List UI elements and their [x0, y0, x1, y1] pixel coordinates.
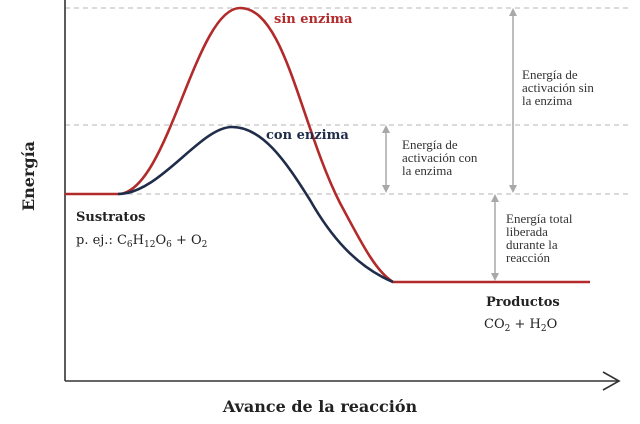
reactants-sub-12: 12: [144, 240, 155, 250]
annotation-total-line-4: reacción: [506, 250, 551, 265]
reactants-sub-6b: 6: [166, 240, 172, 250]
products-sub-2a: 2: [505, 324, 511, 334]
reactants-sub-2: 2: [202, 240, 208, 250]
reactants-o: O: [155, 233, 166, 248]
label-without-enzyme: sin enzima: [274, 12, 353, 27]
products-sub-2b: 2: [541, 324, 547, 334]
x-axis-arrowhead: [602, 371, 621, 391]
annotation-activation-without-line-1: Energía de: [522, 67, 578, 82]
annotation-activation-without-line-3: la enzima: [522, 93, 572, 108]
annotation-total-line-1: Energía total: [506, 211, 573, 226]
products-plus-h: + H: [510, 317, 541, 332]
annotation-activation-without-enzyme: Energía de activación sin la enzima: [522, 67, 597, 108]
x-axis-label: Avance de la reacción: [222, 397, 418, 416]
reactants-plus-o: + O: [172, 233, 202, 248]
annotation-activation-with-line-2: activación con: [402, 150, 478, 165]
products-formula: CO2 + H2O: [484, 317, 557, 334]
annotation-total-line-2: liberada: [506, 224, 548, 239]
reactants-sub-6a: 6: [127, 240, 133, 250]
annotation-activation-with-line-3: la enzima: [402, 163, 452, 178]
annotation-activation-with-enzyme: Energía de activación con la enzima: [402, 137, 481, 178]
reactants-formula-prefix: p. ej.: C: [76, 233, 127, 248]
products-co: CO: [484, 317, 505, 332]
reactants-h: H: [133, 233, 144, 248]
products-o: O: [547, 317, 558, 332]
annotation-total-line-3: durante la: [506, 237, 558, 252]
y-axis-label: Energía: [19, 141, 38, 211]
annotation-total-energy-released: Energía total liberada durante la reacci…: [506, 211, 576, 265]
reactants-formula: p. ej.: C6H12O6 + O2: [76, 233, 207, 250]
products-label: Productos: [486, 295, 560, 310]
reactants-label: Sustratos: [76, 210, 145, 225]
curve-with-enzyme: [117, 125, 394, 284]
annotation-activation-with-line-1: Energía de: [402, 137, 458, 152]
curve-without-enzyme: [65, 6, 590, 284]
annotation-activation-without-line-2: activación sin: [522, 80, 594, 95]
label-with-enzyme: con enzima: [266, 128, 349, 143]
